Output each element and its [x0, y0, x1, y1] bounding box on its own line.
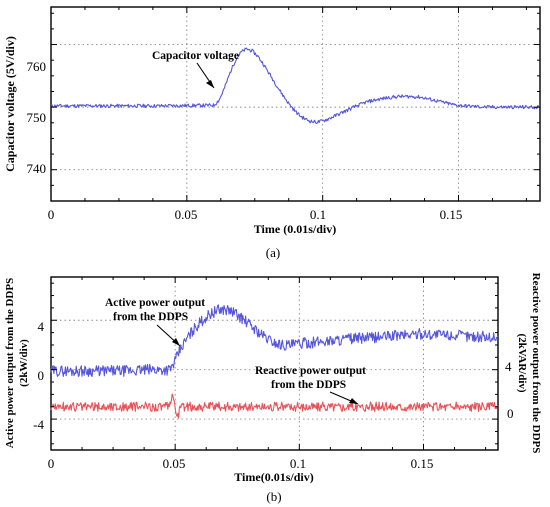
y-axis-right-label-line-2: (2kVAR/div)	[516, 333, 528, 392]
annotation-active-power-line-2: from the DDPS	[113, 311, 188, 323]
series-group	[50, 304, 499, 419]
plot-frame	[50, 6, 541, 202]
annotation-arrowhead	[172, 338, 180, 346]
y-right-tick-label: 0	[507, 406, 514, 421]
tick-marks	[50, 277, 498, 450]
x-tick-label: 0.1	[290, 456, 306, 471]
plot-frame	[50, 276, 499, 451]
y-axis-label-line-1: Active power output from the DDPS	[4, 278, 16, 448]
caption-a: (a)	[266, 245, 280, 260]
y-tick-label: 0	[38, 368, 45, 383]
annotation-arrowhead	[206, 80, 214, 88]
y-right-tick-label: 4	[505, 359, 512, 374]
y-tick-label: 750	[27, 110, 47, 125]
y-axis-right-label-line-1: Reactive power output from the DDPS	[530, 273, 542, 454]
annotation-reactive-power-line-1: Reactive power output	[255, 365, 366, 377]
y-tick-label: 740	[27, 161, 47, 176]
x-tick-label: 0	[48, 207, 55, 222]
y-tick-label: 760	[27, 59, 47, 74]
x-tick-label: 0.15	[411, 456, 434, 471]
series-line-1	[50, 47, 541, 125]
x-tick-label: 0.05	[175, 207, 198, 222]
y-tick-label: -4	[33, 417, 44, 432]
annotation-capacitor-voltage: Capacitor voltage	[152, 50, 239, 62]
y-axis-label: Active power output from the DDPS (2kW/d…	[4, 278, 30, 448]
x-tick-label: 0.15	[440, 207, 463, 222]
y-axis-label-line-2: (2kW/div)	[18, 339, 30, 387]
y-axis-right-label: Reactive power output from the DDPS (2kV…	[516, 273, 542, 454]
y-axis-label: Capacitor voltage (5V/div)	[3, 36, 17, 172]
x-tick-label: 0	[48, 456, 55, 471]
panel-b: 4 0 -4 4 0 0 0.05 0.1 0.15 Time(0.01s/di…	[4, 273, 542, 504]
grid	[51, 277, 498, 450]
caption-b: (b)	[266, 489, 281, 504]
x-axis-label: Time (0.01s/div)	[254, 222, 336, 236]
panel-a: 760 750 740 0 0.05 0.1 0.15 Time (0.01s/…	[3, 6, 541, 260]
x-axis-label: Time(0.01s/div)	[234, 470, 313, 484]
y-tick-label: 4	[38, 319, 45, 334]
series-group	[50, 47, 541, 125]
series-line-1	[50, 304, 499, 378]
x-tick-label: 0.1	[310, 207, 326, 222]
annotation-reactive-power-line-2: from the DDPS	[271, 379, 346, 391]
tick-marks	[50, 7, 540, 202]
grid	[51, 7, 540, 201]
series-line-2	[50, 393, 499, 419]
annotation-active-power-line-1: Active power output	[105, 297, 205, 309]
annotation-arrowhead	[349, 398, 358, 404]
x-tick-label: 0.05	[163, 456, 186, 471]
